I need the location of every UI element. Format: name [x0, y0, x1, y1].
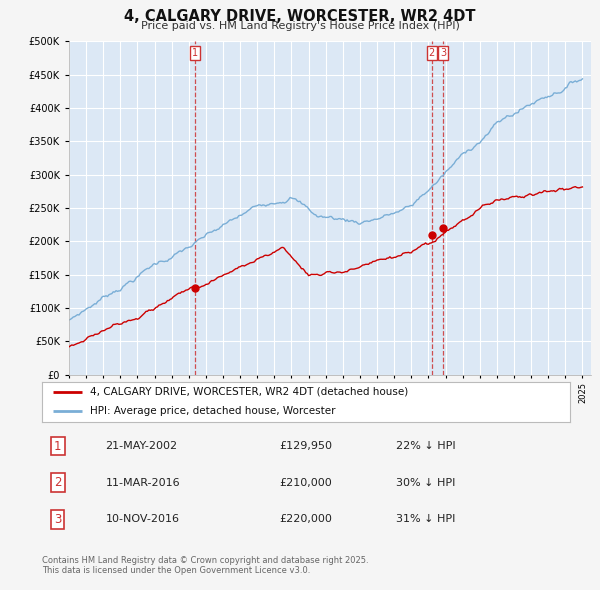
Text: 1: 1 [193, 48, 199, 58]
Text: 2: 2 [428, 48, 435, 58]
Text: 21-MAY-2002: 21-MAY-2002 [106, 441, 178, 451]
Text: Price paid vs. HM Land Registry's House Price Index (HPI): Price paid vs. HM Land Registry's House … [140, 21, 460, 31]
Text: 2: 2 [54, 476, 62, 489]
Text: Contains HM Land Registry data © Crown copyright and database right 2025.
This d: Contains HM Land Registry data © Crown c… [42, 556, 368, 575]
Text: 4, CALGARY DRIVE, WORCESTER, WR2 4DT (detached house): 4, CALGARY DRIVE, WORCESTER, WR2 4DT (de… [89, 387, 408, 396]
Text: 4, CALGARY DRIVE, WORCESTER, WR2 4DT: 4, CALGARY DRIVE, WORCESTER, WR2 4DT [124, 9, 476, 24]
Text: 10-NOV-2016: 10-NOV-2016 [106, 514, 179, 524]
Text: 22% ↓ HPI: 22% ↓ HPI [396, 441, 455, 451]
Text: 1: 1 [54, 440, 62, 453]
Text: 30% ↓ HPI: 30% ↓ HPI [396, 478, 455, 487]
Text: 3: 3 [54, 513, 62, 526]
Text: £129,950: £129,950 [280, 441, 332, 451]
Text: HPI: Average price, detached house, Worcester: HPI: Average price, detached house, Worc… [89, 405, 335, 415]
Text: 11-MAR-2016: 11-MAR-2016 [106, 478, 180, 487]
Text: 3: 3 [440, 48, 446, 58]
Text: £210,000: £210,000 [280, 478, 332, 487]
Text: 31% ↓ HPI: 31% ↓ HPI [396, 514, 455, 524]
Text: £220,000: £220,000 [280, 514, 332, 524]
